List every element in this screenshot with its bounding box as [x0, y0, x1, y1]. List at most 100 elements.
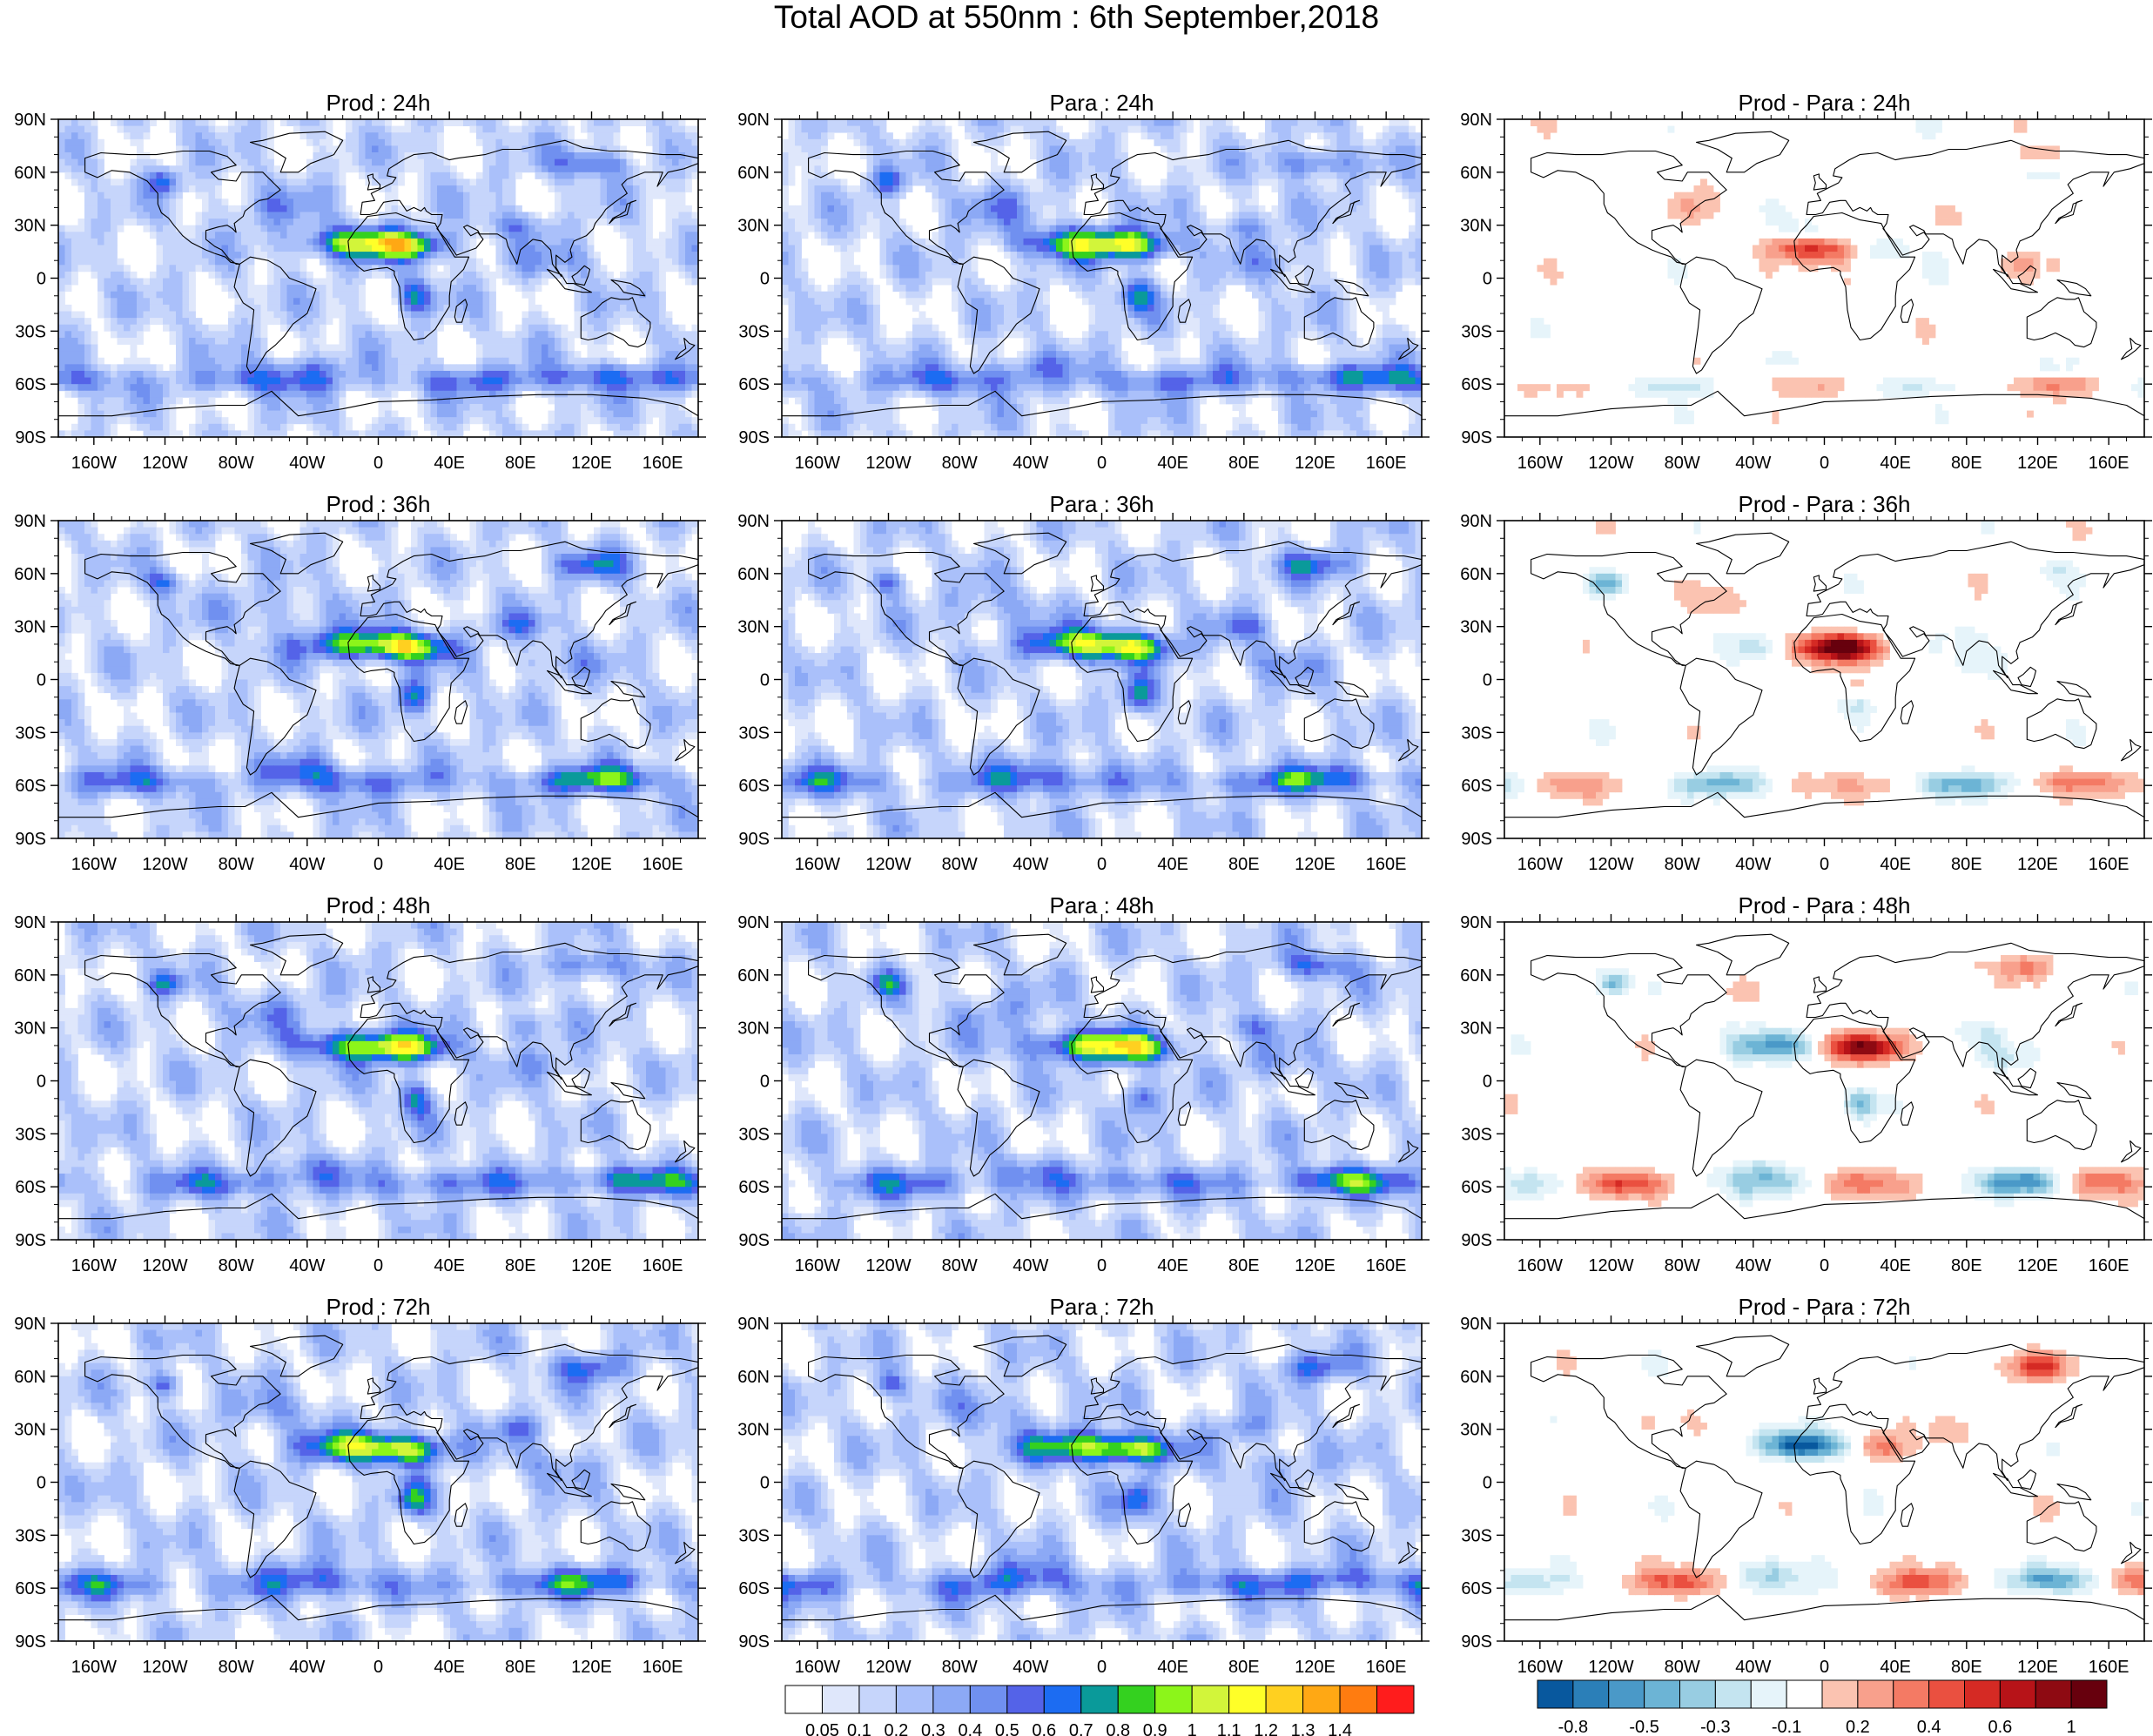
coast-madagascar [1177, 700, 1192, 724]
lon-label: 80W [1665, 1256, 1700, 1275]
data-field [782, 1323, 1422, 1641]
lat-label: 60N [14, 966, 46, 986]
coast-borneo [571, 666, 591, 688]
coast-australia [1303, 297, 1375, 348]
lon-label: 160W [71, 1658, 117, 1677]
lat-label: 0 [760, 270, 770, 289]
lat-label: 60S [1461, 1579, 1492, 1598]
coast-japan [1332, 199, 1361, 225]
lon-label: 120W [1588, 1658, 1633, 1677]
lat-label: 60N [737, 1368, 770, 1387]
lat-label: 90N [1460, 512, 1492, 531]
lon-label: 80E [1228, 454, 1260, 473]
coast-borneo [1295, 666, 1315, 688]
coast-antarctica [782, 791, 1422, 818]
lon-label: 160W [795, 1256, 840, 1275]
lon-label: 120E [571, 1658, 612, 1677]
coast-greenland [249, 933, 344, 976]
lat-label: 30N [1460, 217, 1492, 236]
colorbar-label: 0.7 [1069, 1721, 1093, 1736]
lon-label: 120E [1295, 454, 1336, 473]
data-field [782, 922, 1422, 1240]
colorbar-box [1644, 1679, 1680, 1709]
lat-label: 0 [760, 1073, 770, 1092]
lat-label: 60N [1460, 966, 1492, 986]
coast-north-america [1531, 952, 1727, 1067]
coast-new-zealand [2120, 1541, 2142, 1564]
lon-label: 40E [1157, 855, 1188, 874]
lat-label: 90S [1461, 428, 1492, 447]
coast-new-zealand [1397, 738, 1419, 762]
coast-borneo [2017, 1067, 2037, 1089]
coast-south-america [233, 1059, 317, 1177]
coast-japan [609, 1002, 637, 1027]
coast-south-america [233, 256, 317, 374]
data-field [1504, 1323, 2144, 1641]
colorbar-label: 0.2 [885, 1721, 909, 1736]
lon-label: 80W [219, 454, 254, 473]
coast-north-america [84, 551, 281, 666]
coast-new-zealand [1397, 337, 1419, 360]
coastlines [1504, 532, 2144, 818]
coast-africa [1793, 212, 1916, 341]
lat-label: 60S [1461, 375, 1492, 394]
colorbar-box [1679, 1679, 1716, 1709]
coast-indonesia [546, 670, 593, 695]
lat-label: 90N [1460, 111, 1492, 130]
coast-new-zealand [674, 738, 696, 762]
lon-label: 160E [2089, 1256, 2129, 1275]
coast-japan [1332, 1002, 1361, 1027]
coast-greenland [972, 131, 1067, 173]
coast-new-zealand [2120, 738, 2142, 762]
lon-label: 0 [1820, 454, 1829, 473]
coast-britain [1090, 976, 1105, 993]
coast-antarctica [782, 1594, 1422, 1621]
coast-new-zealand [2120, 1140, 2142, 1163]
coast-africa [1071, 212, 1194, 341]
coast-eurasia [1806, 942, 2144, 1080]
coast-japan [609, 199, 637, 225]
lat-label: 30S [1461, 1125, 1492, 1144]
lat-label: 90N [737, 512, 770, 531]
coast-madagascar [1900, 299, 1914, 323]
coast-australia [2026, 297, 2097, 348]
lon-label: 160W [1517, 1256, 1563, 1275]
lon-label: 0 [373, 1658, 383, 1677]
lat-label: 30N [737, 1019, 770, 1039]
coast-borneo [571, 265, 591, 286]
coast-indonesia [546, 1071, 593, 1096]
coast-north-america [808, 952, 1005, 1067]
colorbar-box [1228, 1685, 1267, 1714]
lat-label: 60S [738, 1178, 770, 1197]
coast-new-guinea [1334, 680, 1369, 698]
diff-colorbar: -0.8 -0.5 -0.3 -0.1 0.2 0.4 0.6 1 [1537, 1679, 2108, 1736]
lon-label: 160W [1517, 855, 1563, 874]
coast-north-america [84, 1354, 281, 1469]
lon-label: 160E [643, 454, 683, 473]
lat-label: 30N [14, 618, 46, 637]
coastlines [1504, 1335, 2144, 1621]
lon-label: 0 [373, 855, 383, 874]
lon-label: 80E [1228, 855, 1260, 874]
colorbar-label: 0.3 [921, 1721, 945, 1736]
coast-north-america [1531, 1354, 1727, 1469]
coast-borneo [1295, 1469, 1315, 1490]
map-panel: Prod - Para : 36h90N60N30N030S60S90S160W… [1460, 491, 2152, 874]
coast-south-america [1679, 1460, 1763, 1578]
data-field [782, 119, 1422, 437]
lon-label: 40E [1880, 1256, 1911, 1275]
map-panel: Prod - Para : 48h90N60N30N030S60S90S160W… [1460, 892, 2152, 1275]
coast-africa [1793, 1014, 1916, 1144]
lat-label: 60S [1461, 1178, 1492, 1197]
lon-label: 0 [1820, 1256, 1829, 1275]
lat-label: 90S [738, 1231, 770, 1250]
lat-label: 90N [737, 1315, 770, 1334]
lat-label: 60N [737, 164, 770, 183]
coast-new-guinea [1334, 279, 1369, 297]
lon-label: 120E [1295, 1256, 1336, 1275]
colorbar-box [784, 1685, 823, 1714]
data-field [58, 119, 698, 437]
coast-eurasia [1083, 541, 1422, 679]
coast-greenland [972, 1335, 1067, 1377]
